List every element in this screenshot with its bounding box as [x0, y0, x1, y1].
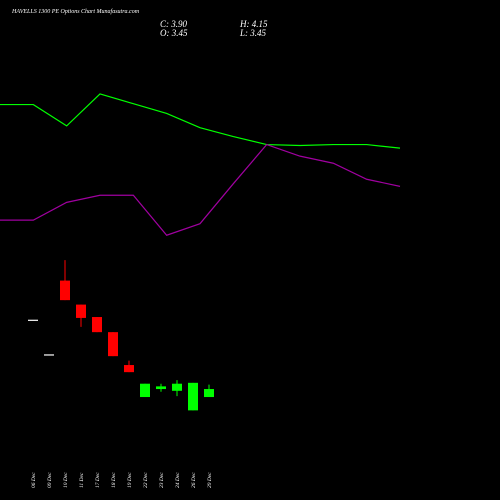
x-tick-label: 11 Dec [79, 472, 85, 488]
candle-body [188, 382, 198, 411]
open-info: O: 3.45 [160, 28, 188, 38]
candle-body [44, 354, 54, 356]
indicator-line [0, 143, 401, 236]
indicator-line [0, 93, 401, 149]
close-info: C: 3.90 [160, 19, 188, 29]
x-tick-label: 22 Dec [143, 472, 149, 488]
candle-body [156, 386, 166, 390]
candle-body [140, 383, 150, 398]
x-tick-label: 26 Dec [191, 472, 197, 488]
candle-body [204, 389, 214, 398]
x-tick-label: 18 Dec [111, 472, 117, 488]
candle-body [108, 332, 118, 357]
candle-body [92, 317, 102, 333]
x-tick-label: 06 Dec [31, 472, 37, 488]
candle-body [172, 383, 182, 391]
candle-body [76, 304, 86, 318]
candle-body [28, 319, 38, 321]
candle-body [124, 365, 134, 373]
x-tick-label: 10 Dec [63, 472, 69, 488]
x-tick-label: 09 Dec [47, 472, 53, 488]
low-info: L: 3.45 [239, 28, 267, 38]
high-info: H: 4.15 [239, 19, 268, 29]
candle-body [60, 280, 70, 301]
chart-title: HAVELLS 1300 PE Options Chart Munafasutr… [11, 8, 140, 15]
x-tick-label: 19 Dec [127, 472, 133, 488]
x-tick-label: 23 Dec [159, 472, 165, 488]
x-tick-label: 29 Dec [207, 472, 213, 488]
x-tick-label: 17 Dec [95, 472, 101, 488]
x-tick-label: 24 Dec [174, 472, 181, 488]
